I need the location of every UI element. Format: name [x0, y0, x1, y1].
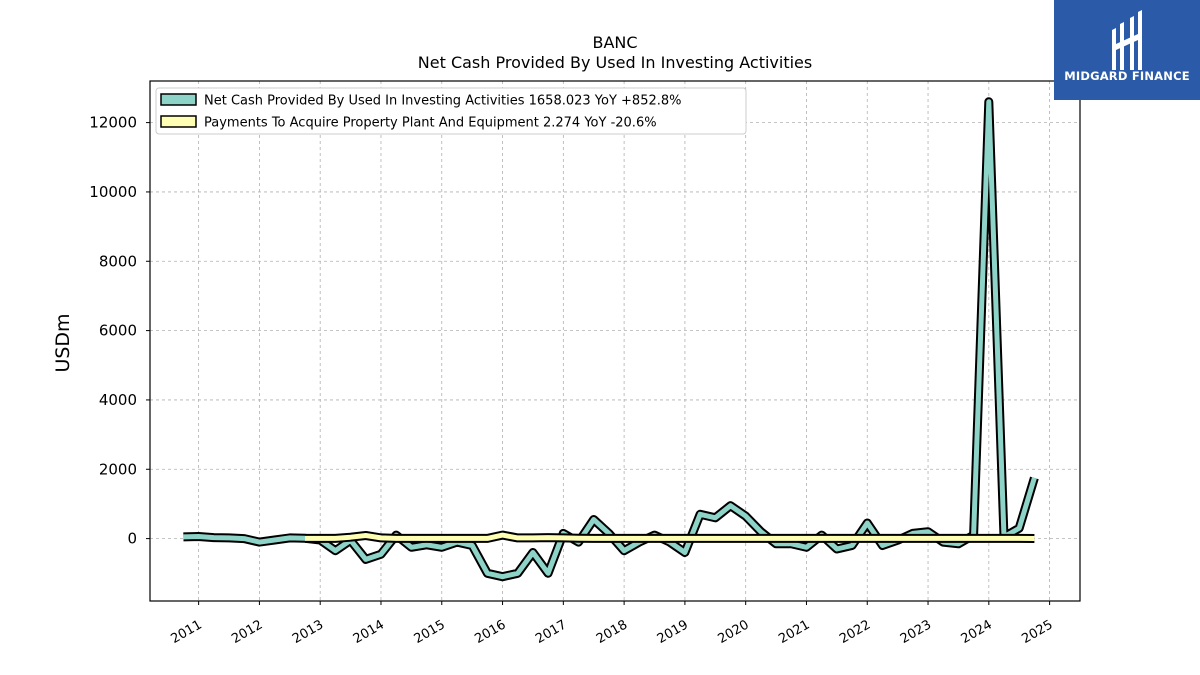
x-tick-label: 2025: [1019, 617, 1055, 647]
x-axis-ticks: 2011 2012 2013 2014 2015 2016 2017 2018 2019 2020…: [168, 601, 1056, 647]
brand-logo: MIDGARD FINANCE: [1054, 0, 1200, 100]
x-tick-label: 2019: [655, 617, 691, 647]
legend-entry: Payments To Acquire Property Plant And E…: [204, 116, 657, 131]
x-tick-label: 2018: [594, 617, 630, 647]
x-tick-label: 2021: [776, 617, 812, 647]
series-lines: [183, 97, 1039, 582]
y-tick-label: 8000: [99, 252, 137, 270]
x-tick-label: 2020: [716, 617, 752, 647]
y-tick-label: 6000: [99, 322, 137, 340]
series-1-line: [305, 532, 1035, 541]
logo-text: MIDGARD FINANCE: [1064, 69, 1190, 83]
logo-mark-icon: [1112, 10, 1142, 70]
legend-entry: Net Cash Provided By Used In Investing A…: [204, 94, 682, 109]
plot-frame: [149, 80, 1081, 602]
chart-title: BANC: [592, 33, 637, 52]
chart-subtitle: Net Cash Provided By Used In Investing A…: [418, 53, 812, 72]
x-tick-label: 2023: [898, 617, 934, 647]
legend-swatch: [160, 93, 197, 106]
y-tick-label: 4000: [99, 391, 137, 409]
x-tick-label: 2014: [351, 617, 387, 647]
y-tick-label: 0: [127, 530, 137, 548]
x-tick-label: 2024: [959, 617, 995, 647]
x-tick-label: 2012: [229, 617, 265, 647]
x-tick-label: 2013: [290, 617, 326, 647]
legend-swatch: [160, 115, 197, 128]
x-tick-label: 2011: [168, 617, 204, 647]
y-axis-ticks: 0 2000 4000 6000 8000 10000 12000: [89, 114, 150, 548]
x-tick-label: 2015: [412, 617, 448, 647]
legend: Net Cash Provided By Used In Investing A…: [155, 87, 747, 135]
series-0-outline: [183, 97, 1039, 582]
x-tick-label: 2016: [472, 617, 508, 647]
y-tick-label: 2000: [99, 460, 137, 478]
series-0-line: [183, 99, 1037, 580]
x-tick-label: 2017: [533, 617, 569, 647]
y-tick-label: 12000: [89, 114, 137, 132]
legend-box: [155, 87, 747, 135]
y-axis-label: USDm: [52, 313, 74, 372]
grid-lines: [150, 81, 1080, 601]
x-tick-label: 2022: [837, 617, 873, 647]
y-tick-label: 10000: [89, 183, 137, 201]
